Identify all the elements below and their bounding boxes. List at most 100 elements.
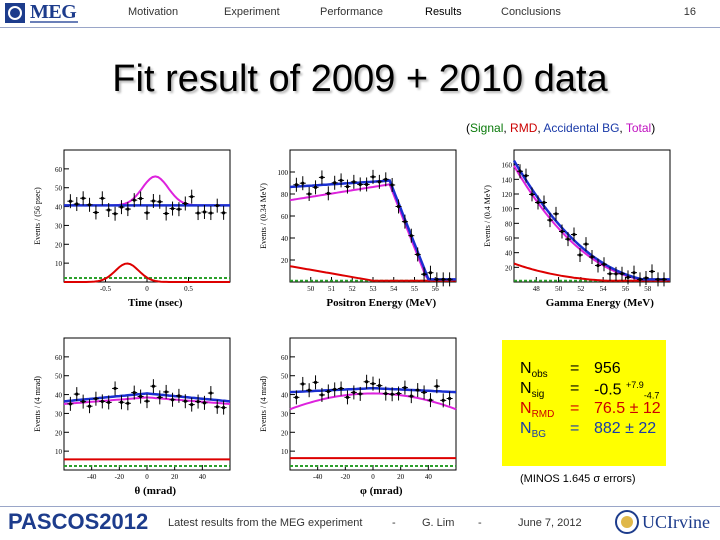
data-point: [428, 398, 433, 402]
x-axis-label: φ (mrad): [360, 485, 403, 497]
data-point: [524, 174, 528, 178]
x-tick-label: 55: [411, 285, 419, 293]
data-point: [139, 196, 143, 201]
data-point: [644, 276, 648, 280]
y-tick-label: 140: [502, 176, 513, 184]
data-point: [170, 398, 175, 402]
y-tick-label: 80: [505, 220, 513, 228]
data-point: [320, 393, 324, 397]
x-tick-label: 51: [328, 285, 336, 293]
data-point: [396, 391, 401, 396]
data-point: [428, 271, 433, 275]
y-axis-label: Events / (56 psec): [33, 187, 42, 245]
data-point: [151, 199, 155, 203]
uci-seal-icon: [615, 510, 639, 534]
data-point: [578, 253, 582, 257]
data-point: [113, 212, 117, 216]
nav-experiment[interactable]: Experiment: [224, 6, 280, 18]
data-point: [620, 272, 624, 276]
legend-total: Total: [625, 121, 652, 135]
data-point: [560, 229, 564, 234]
x-tick-label: 54: [390, 285, 398, 293]
y-tick-label: 40: [281, 235, 289, 243]
y-tick-label: 30: [55, 410, 63, 418]
y-tick-label: 50: [55, 185, 63, 193]
x-tick-label: 52: [577, 285, 585, 293]
data-point: [554, 212, 558, 216]
y-tick-label: 60: [505, 235, 513, 243]
data-point: [301, 382, 305, 386]
y-tick-label: 40: [505, 250, 513, 258]
y-axis-label: Events / (4 mrad): [259, 376, 268, 432]
x-tick-label: 0: [145, 285, 149, 293]
gamma-energy-fit-plot: Events / (0.4 MeV) 20 40 60 80 100 120 140 160 48…: [483, 149, 671, 309]
rmd-curve: [289, 265, 456, 282]
x-tick-label: 54: [600, 285, 608, 293]
data-point: [390, 183, 394, 187]
y-tick-label: 60: [281, 213, 289, 221]
y-tick-label: 60: [281, 354, 289, 362]
data-point: [656, 277, 660, 281]
data-point: [94, 210, 98, 215]
data-point: [352, 180, 356, 184]
data-point: [614, 272, 618, 276]
legend-rmd: RMD: [510, 121, 538, 135]
data-point: [209, 211, 213, 215]
nav-conclusions[interactable]: Conclusions: [501, 6, 561, 18]
data-point: [572, 232, 576, 237]
x-tick-label: 58: [644, 285, 652, 293]
data-point: [87, 203, 92, 207]
data-point: [94, 397, 98, 401]
data-point: [333, 181, 337, 185]
nav-motivation[interactable]: Motivation: [128, 6, 179, 18]
y-tick-label: 50: [281, 373, 289, 381]
nav-results[interactable]: Results: [425, 6, 462, 18]
conference-logo: PASCOS2012: [8, 509, 149, 534]
data-point: [196, 211, 200, 215]
data-point: [151, 384, 155, 388]
page-number: 16: [683, 6, 696, 18]
data-point: [371, 175, 375, 179]
data-point: [68, 199, 72, 203]
data-point: [145, 211, 149, 215]
data-point: [145, 399, 149, 403]
nav-divider: [0, 27, 720, 28]
data-point: [320, 175, 324, 180]
x-tick-label: 48: [533, 285, 541, 293]
logo-text: MEG: [30, 1, 77, 23]
time-fit-plot: Events / (56 psec) 10 20 30 40 50 60 -0.5 0 0.5Ti…: [33, 149, 231, 309]
y-tick-label: 40: [55, 392, 63, 400]
data-point: [339, 178, 343, 182]
data-point: [596, 263, 600, 268]
plot-frame: [289, 337, 457, 471]
slide-title: Fit result of 2009 + 2010 data: [112, 58, 608, 100]
y-tick-label: 20: [55, 241, 63, 249]
data-point: [222, 406, 226, 410]
nav-performance[interactable]: Performance: [320, 6, 383, 18]
x-tick-label: 56: [622, 285, 630, 293]
x-tick-label: 53: [370, 285, 378, 293]
x-tick-label: 20: [397, 473, 405, 481]
data-point: [518, 169, 522, 173]
x-axis-label: Gamma Energy (MeV): [546, 297, 654, 309]
x-tick-label: -0.5: [100, 285, 112, 293]
data-point: [352, 390, 356, 395]
data-point: [358, 182, 362, 187]
top-navigation: MEG Motivation Experiment Performance Re…: [0, 0, 720, 28]
data-point: [448, 396, 452, 401]
data-point: [215, 405, 219, 409]
data-point: [107, 400, 111, 405]
y-tick-label: 10: [281, 448, 289, 456]
data-point: [584, 242, 588, 246]
data-point: [632, 271, 636, 275]
data-point: [384, 391, 388, 396]
phi-fit-plot: Events / (4 mrad) 10 20 30 40 50 60 -40 -20 0 20 40…: [259, 337, 457, 497]
data-point: [345, 184, 350, 189]
data-point: [536, 200, 540, 205]
data-point: [326, 191, 330, 195]
fit-legend: (Signal, RMD, Accidental BG, Total): [466, 121, 656, 135]
data-point: [209, 391, 213, 395]
data-point: [177, 394, 181, 398]
data-point: [170, 206, 175, 211]
data-point: [358, 392, 362, 396]
